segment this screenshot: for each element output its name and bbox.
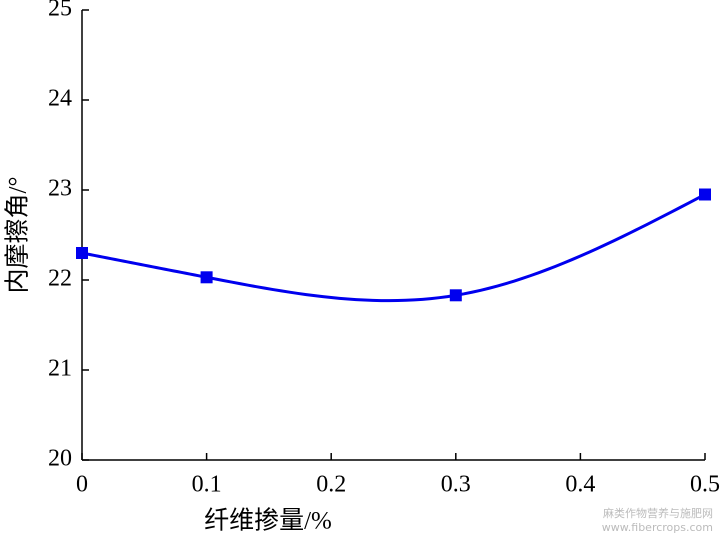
x-tick-label: 0 bbox=[76, 472, 88, 498]
x-tick-label: 0.5 bbox=[690, 472, 720, 498]
marker bbox=[449, 289, 462, 302]
y-tick-label: 24 bbox=[48, 86, 72, 112]
x-tick-label: 0.3 bbox=[441, 472, 471, 498]
x-tick-label: 0.4 bbox=[565, 472, 595, 498]
y-tick-label: 22 bbox=[48, 266, 72, 292]
y-tick-label: 21 bbox=[48, 356, 72, 382]
watermark: www.fibercrops.com bbox=[602, 521, 713, 534]
line bbox=[81, 193, 706, 303]
x-tick-label: 0.1 bbox=[192, 472, 222, 498]
watermark: 麻类作物营养与施肥网 bbox=[603, 506, 713, 520]
marker bbox=[699, 188, 711, 201]
y-tick-label: 20 bbox=[48, 446, 72, 472]
marker bbox=[200, 271, 213, 284]
x-axis-label: 纤维掺量/% bbox=[204, 507, 332, 535]
y-tick-label: 23 bbox=[48, 176, 72, 202]
x-tick-label: 0.2 bbox=[316, 472, 346, 498]
y-axis-label: 内摩擦角/° bbox=[4, 177, 32, 294]
marker bbox=[76, 247, 88, 259]
y-tick-label: 25 bbox=[48, 0, 72, 22]
